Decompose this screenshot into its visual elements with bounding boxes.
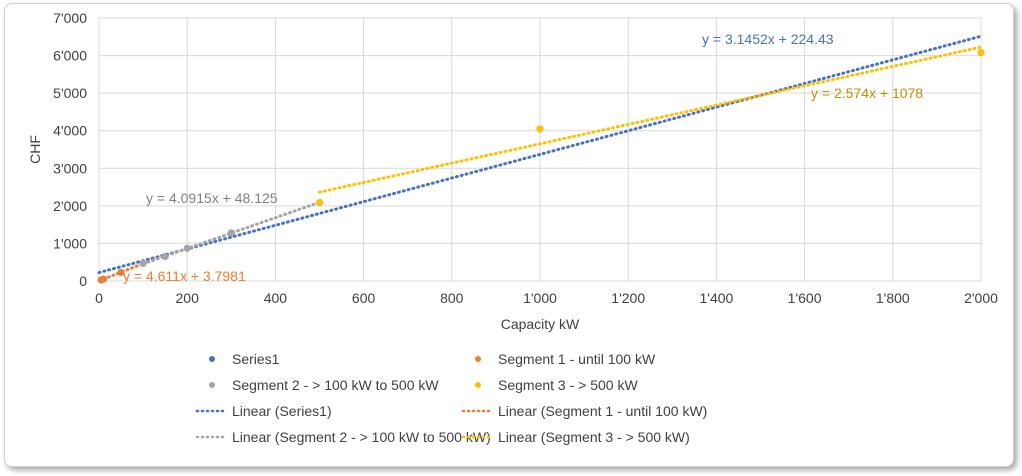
legend-marker <box>475 382 481 388</box>
legend-label: Linear (Segment 1 - until 100 kW) <box>498 403 707 419</box>
legend-label: Segment 1 - until 100 kW <box>498 351 656 367</box>
x-tick-label: 0 <box>95 290 103 306</box>
x-tick-label: 400 <box>264 290 288 306</box>
trendline <box>318 45 983 194</box>
y-tick-label: 4'000 <box>53 123 87 139</box>
trendline-equation: y = 4.0915x + 48.125 <box>146 190 278 206</box>
data-point <box>316 198 323 206</box>
y-tick-label: 0 <box>79 273 87 289</box>
x-tick-label: 1'200 <box>611 290 645 306</box>
legend-label: Segment 2 - > 100 kW to 500 kW <box>232 377 439 393</box>
y-tick-label: 3'000 <box>53 160 87 176</box>
x-axis-title: Capacity kW <box>501 316 580 332</box>
data-point <box>227 229 235 237</box>
data-point <box>139 259 147 267</box>
legend-label: Series1 <box>232 351 280 367</box>
legend-label: Linear (Series1) <box>232 403 332 419</box>
y-tick-label: 6'000 <box>53 48 87 64</box>
trendline <box>97 34 983 275</box>
x-tick-label: 800 <box>440 290 464 306</box>
y-tick-label: 5'000 <box>53 85 87 101</box>
y-axis-title: CHF <box>27 135 43 164</box>
legend-marker <box>475 356 481 362</box>
x-tick-label: 200 <box>176 290 200 306</box>
x-tick-label: 1'600 <box>788 290 822 306</box>
x-tick-label: 1'000 <box>523 290 557 306</box>
legend-label: Linear (Segment 3 - > 500 kW) <box>498 429 690 445</box>
x-tick-label: 1'400 <box>699 290 733 306</box>
legend-label: Linear (Segment 2 - > 100 kW to 500 kW) <box>232 429 491 445</box>
chart-frame <box>4 3 1014 467</box>
y-tick-label: 7'000 <box>53 10 87 26</box>
y-tick-label: 1'000 <box>53 235 87 251</box>
data-point <box>183 244 191 252</box>
data-point <box>161 253 169 261</box>
x-tick-label: 1'800 <box>876 290 910 306</box>
trendline-equation: y = 4.611x + 3.7981 <box>123 268 246 284</box>
x-tick-label: 2'000 <box>964 290 998 306</box>
data-point <box>117 268 125 276</box>
y-tick-label: 2'000 <box>53 198 87 214</box>
legend-label: Segment 3 - > 500 kW <box>498 377 638 393</box>
data-point <box>977 49 985 57</box>
trendline-equation: y = 2.574x + 1078 <box>811 85 923 101</box>
legend-marker <box>209 382 215 388</box>
legend-marker <box>209 356 215 362</box>
trendline <box>141 200 321 266</box>
x-tick-label: 600 <box>352 290 376 306</box>
data-point <box>536 125 544 133</box>
trendline-equation: y = 3.1452x + 224.43 <box>702 31 834 47</box>
data-point <box>99 275 107 283</box>
